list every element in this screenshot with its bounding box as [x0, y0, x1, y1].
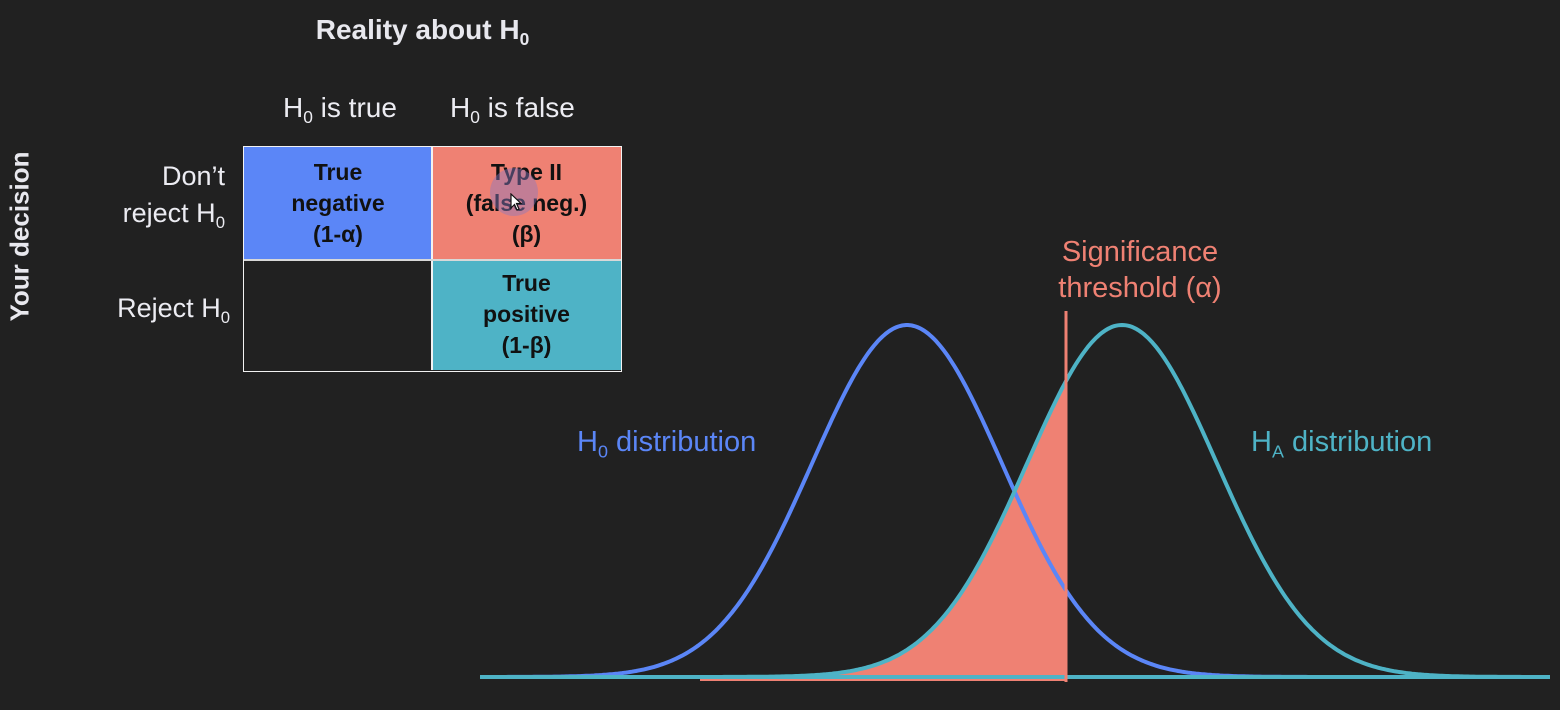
significance-threshold-label: Significance threshold (α) [1020, 234, 1260, 306]
column-header-h0-false: H0 is false [450, 92, 575, 128]
ha-distribution-label: HA distribution [1251, 426, 1433, 462]
reality-title: Reality about H0 [315, 14, 530, 50]
matrix-divider-horizontal [244, 259, 621, 261]
cursor-highlight [490, 168, 538, 216]
h0-distribution-label: H0 distribution [577, 426, 757, 462]
matrix-divider-vertical [431, 147, 433, 370]
cell-empty [244, 259, 432, 370]
cell-type-two-line3: (β) [511, 220, 542, 247]
column-header-h0-true: H0 is true [283, 92, 397, 128]
row-header-dont-reject-line2: reject H0 [122, 198, 225, 232]
row-header-reject: Reject H0 [117, 293, 230, 327]
cell-true-positive-line3: (1-β) [501, 332, 552, 358]
decision-matrix: True negative (1-α) Type II (false neg.)… [243, 146, 622, 372]
cell-type-two-error: Type II (false neg.) (β) [432, 147, 621, 259]
cell-true-positive: True positive (1-β) [432, 259, 621, 370]
significance-label-line1: Significance [1061, 236, 1219, 268]
cell-true-negative: True negative (1-α) [244, 147, 432, 259]
cell-true-positive-line1: True [502, 270, 551, 296]
cell-type-two-line1: Type II [490, 158, 563, 185]
cell-type-two-line2: (false neg.) [465, 189, 588, 216]
cell-true-negative-line3: (1-α) [313, 220, 363, 247]
cell-true-negative-line2: negative [291, 189, 385, 216]
significance-label-line2: threshold (α) [1058, 272, 1222, 304]
row-header-dont-reject-line1: Don’t [161, 161, 225, 191]
cell-true-negative-line1: True [313, 158, 363, 185]
cell-true-positive-line2: positive [483, 301, 570, 327]
mouse-pointer-icon [510, 193, 523, 211]
row-header-dont-reject: Don’t reject H0 [40, 158, 225, 232]
beta-area [700, 381, 1066, 681]
